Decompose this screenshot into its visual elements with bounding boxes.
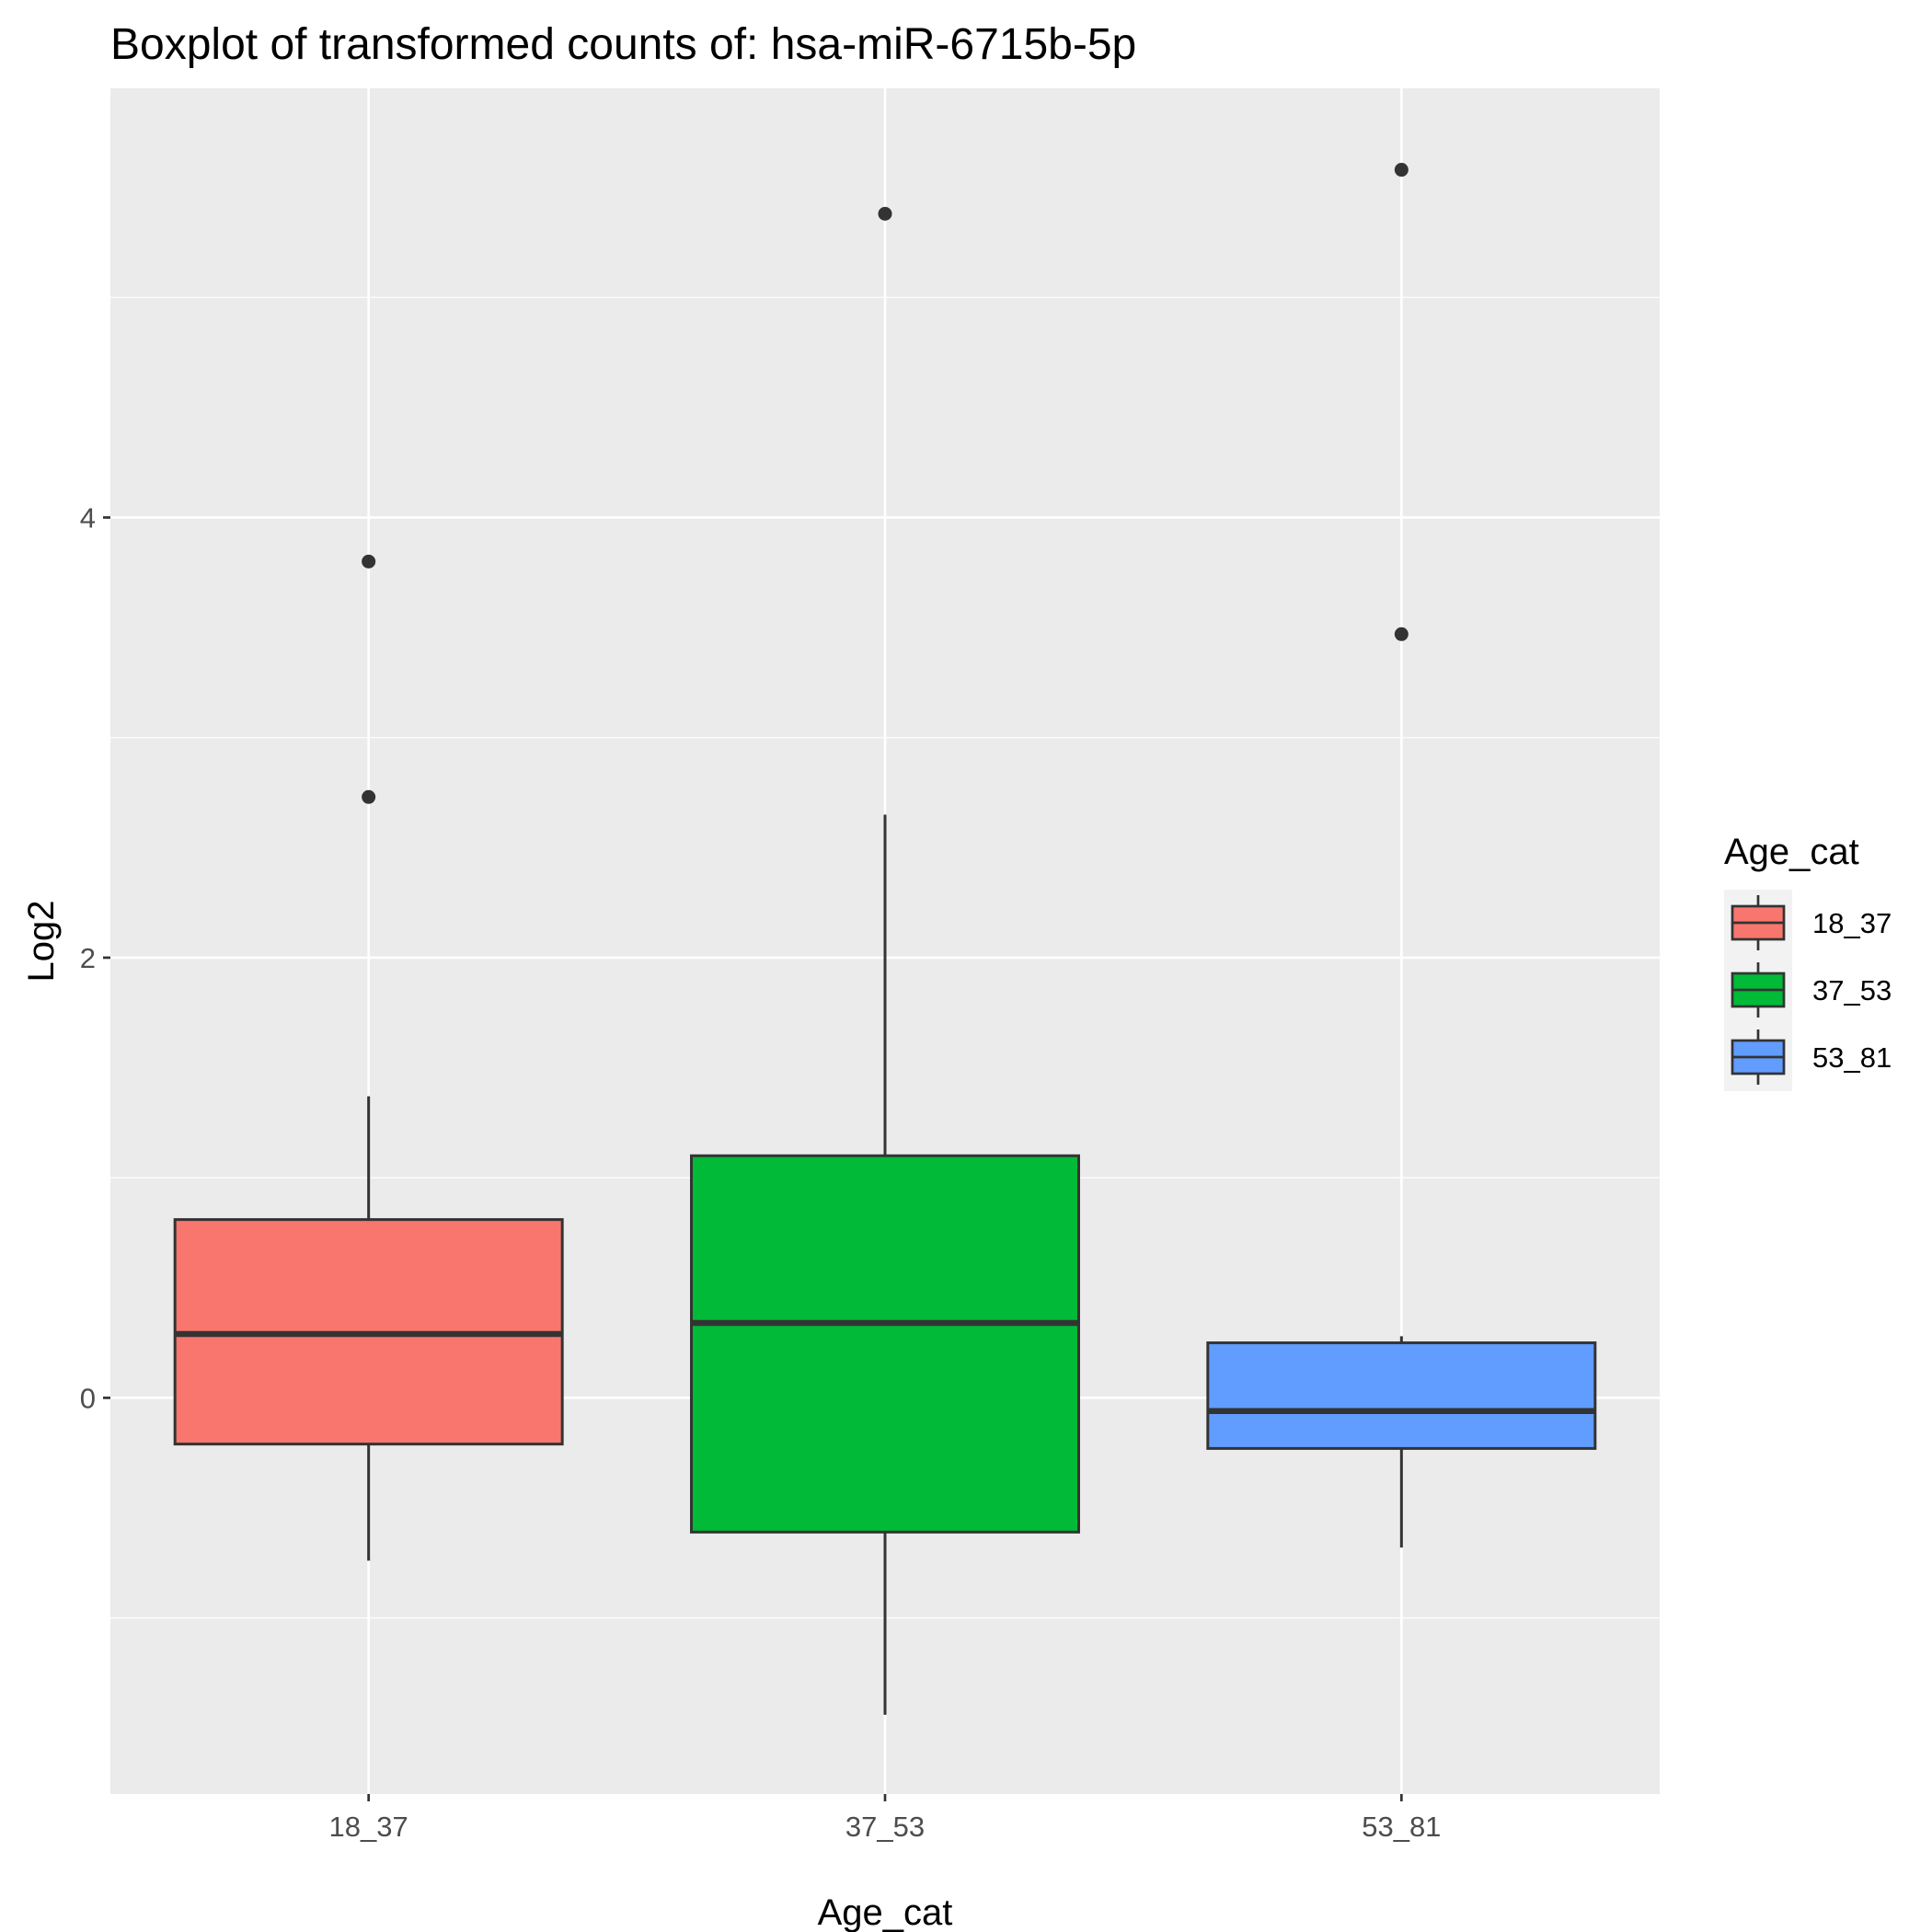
x-tick-label: 53_81 — [1362, 1811, 1441, 1843]
legend: Age_cat 18_37 37_53 53_81 — [1724, 832, 1892, 1091]
box-iqr — [690, 1154, 1080, 1534]
y-tick-label: 2 — [80, 942, 96, 974]
outlier-point — [1394, 163, 1409, 178]
outlier-point — [1394, 627, 1409, 641]
y-axis: 0 2 4 — [80, 501, 110, 1414]
box-53_81 — [1206, 163, 1597, 1548]
legend-label: 53_81 — [1812, 1041, 1892, 1074]
x-axis-title: Age_cat — [818, 1892, 953, 1932]
x-tick-label: 18_37 — [329, 1811, 408, 1843]
box-18_37 — [173, 554, 564, 1561]
chart-title: Boxplot of transformed counts of: hsa-mi… — [110, 20, 1136, 69]
outlier-point — [362, 554, 376, 569]
legend-title: Age_cat — [1724, 832, 1859, 872]
outlier-point — [878, 206, 892, 221]
legend-label: 37_53 — [1812, 974, 1892, 1006]
legend-key-53_81: 53_81 — [1731, 1029, 1892, 1085]
box-iqr — [1206, 1341, 1597, 1450]
legend-key-18_37: 18_37 — [1731, 895, 1892, 950]
box-37_53 — [690, 206, 1080, 1715]
y-axis-title: Log2 — [21, 901, 62, 983]
x-tick-label: 37_53 — [845, 1811, 925, 1843]
y-tick-label: 4 — [80, 501, 96, 534]
y-tick-label: 0 — [80, 1382, 96, 1414]
outlier-point — [362, 789, 376, 804]
legend-label: 18_37 — [1812, 907, 1892, 939]
boxes — [173, 163, 1597, 1715]
legend-key-37_53: 37_53 — [1731, 962, 1892, 1018]
x-axis: 18_37 37_53 53_81 — [329, 1794, 1441, 1843]
